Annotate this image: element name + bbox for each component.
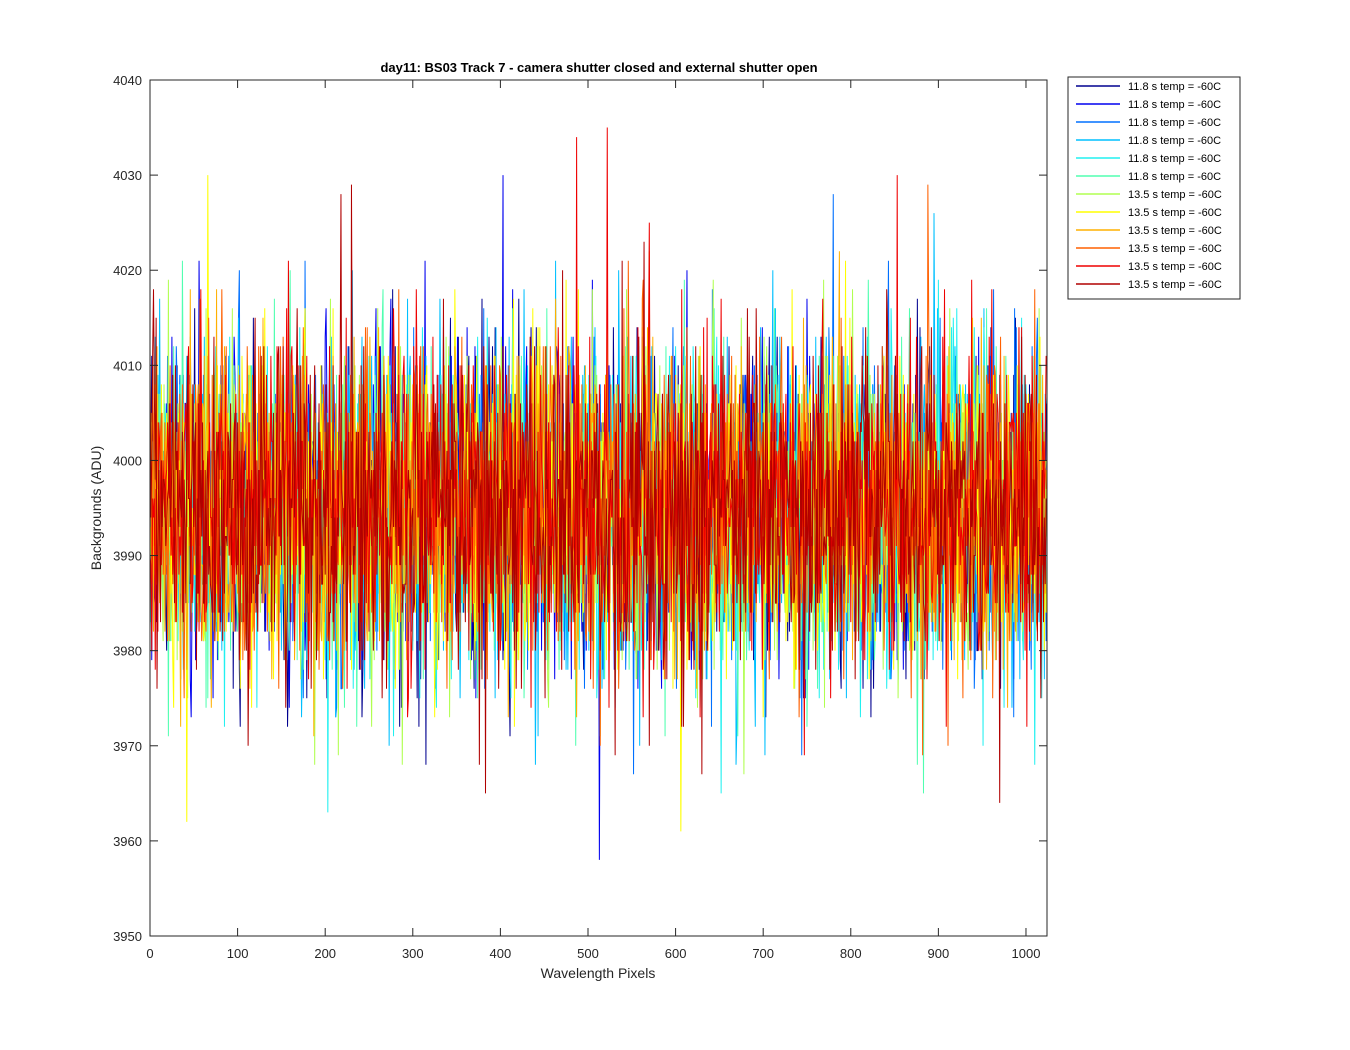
x-tick-label: 100 <box>227 946 249 961</box>
y-tick-label: 3970 <box>113 739 142 754</box>
y-tick-label: 4030 <box>113 168 142 183</box>
legend-entry-label: 11.8 s temp = -60C <box>1128 99 1221 111</box>
legend-entry-label: 13.5 s temp = -60C <box>1128 225 1222 237</box>
y-tick-label: 4020 <box>113 263 142 278</box>
y-tick-label: 4010 <box>113 358 142 373</box>
legend-entry-label: 11.8 s temp = -60C <box>1128 153 1221 165</box>
chart-title: day11: BS03 Track 7 - camera shutter clo… <box>380 60 817 75</box>
legend-box <box>1067 76 1241 300</box>
y-tick-label: 3950 <box>113 929 142 944</box>
legend-entry-label: 11.8 s temp = -60C <box>1128 135 1221 147</box>
x-axis: 0 100 200 300 400 500 600 700 800 900 1000 <box>146 80 1040 961</box>
legend-entry-label: 11.8 s temp = -60C <box>1128 171 1221 183</box>
y-tick-label: 4040 <box>113 73 142 88</box>
x-tick-label: 1000 <box>1012 946 1041 961</box>
x-tick-label: 300 <box>402 946 424 961</box>
x-tick-label: 500 <box>577 946 599 961</box>
x-tick-label: 200 <box>314 946 336 961</box>
y-axis: 3950 3960 3970 3980 3990 4000 4010 4020 4030 4040 <box>113 73 1047 944</box>
legend-entry-label: 13.5 s temp = -60C <box>1128 279 1222 291</box>
y-tick-label: 3960 <box>113 834 142 849</box>
legend-entry-label: 13.5 s temp = -60C <box>1128 243 1222 255</box>
x-tick-label: 0 <box>146 946 153 961</box>
x-tick-label: 600 <box>665 946 687 961</box>
legend-entry-label: 13.5 s temp = -60C <box>1128 189 1222 201</box>
x-tick-label: 900 <box>928 946 950 961</box>
x-tick-label: 400 <box>490 946 512 961</box>
axes-box <box>149 79 1048 937</box>
legend-entry-label: 11.8 s temp = -60C <box>1128 81 1221 93</box>
legend-entry-label: 13.5 s temp = -60C <box>1128 207 1222 219</box>
y-tick-label: 3980 <box>113 644 142 659</box>
x-tick-label: 800 <box>840 946 862 961</box>
x-axis-label: Wavelength Pixels <box>541 965 656 981</box>
legend-entry-label: 11.8 s temp = -60C <box>1128 117 1221 129</box>
series-line-12 <box>149 184 1047 803</box>
series-lines <box>149 127 1047 860</box>
y-tick-label: 3990 <box>113 549 142 564</box>
y-axis-label: Backgrounds (ADU) <box>88 446 104 571</box>
x-tick-label: 700 <box>752 946 774 961</box>
legend-entry-label: 13.5 s temp = -60C <box>1128 261 1222 273</box>
legend[interactable]: 11.8 s temp = -60C 11.8 s temp = -60C 11.8… <box>1067 76 1241 300</box>
y-tick-label: 4000 <box>113 453 142 468</box>
